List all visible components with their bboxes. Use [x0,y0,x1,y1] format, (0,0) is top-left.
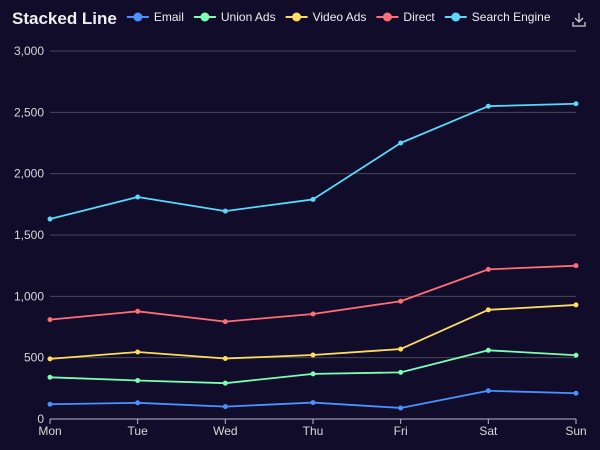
data-point-email[interactable] [573,390,579,396]
data-point-direct[interactable] [135,308,141,314]
data-point-email[interactable] [485,388,491,394]
chart-title: Stacked Line [12,9,117,28]
legend-item[interactable]: Union Ads [193,10,276,24]
legend-marker [133,12,143,22]
data-point-direct[interactable] [47,317,53,323]
y-tick-label: 2,500 [14,105,44,119]
legend: Email Union Ads Video Ads Direct Search Engi… [126,10,551,24]
x-tick-label: Tue [128,424,149,438]
y-axis: 0 500 1,000 1,500 2,000 2,500 3,000 [14,44,44,426]
data-point-search-engine[interactable] [135,194,141,200]
x-tick-label: Thu [303,424,324,438]
data-point-email[interactable] [135,400,141,406]
legend-label: Video Ads [313,10,367,24]
x-tick-label: Fri [394,424,408,438]
data-point-video-ads[interactable] [485,307,491,313]
series-line-email[interactable] [49,389,577,409]
data-point-video-ads[interactable] [398,346,404,352]
data-point-direct[interactable] [222,319,228,325]
data-point-union-ads[interactable] [222,380,228,386]
legend-label: Union Ads [221,10,276,24]
y-tick-label: 1,500 [14,228,44,242]
legend-marker [292,12,302,22]
legend-item[interactable]: Video Ads [285,10,367,24]
data-point-email[interactable] [398,405,404,411]
legend-label: Direct [403,10,435,24]
data-point-search-engine[interactable] [485,103,491,109]
data-point-video-ads[interactable] [47,356,53,362]
data-point-union-ads[interactable] [135,377,141,383]
data-point-union-ads[interactable] [310,371,316,377]
series-lines [47,101,579,411]
data-point-video-ads[interactable] [573,302,579,308]
y-tick-label: 3,000 [14,44,44,58]
data-point-search-engine[interactable] [398,140,404,146]
data-point-direct[interactable] [398,298,404,304]
x-tick-label: Wed [213,424,237,438]
data-point-direct[interactable] [310,311,316,317]
legend-marker [382,12,392,22]
x-tick-label: Sun [565,424,586,438]
y-tick-label: 2,000 [14,167,44,181]
legend-item[interactable]: Search Engine [444,10,551,24]
data-point-email[interactable] [310,400,316,406]
data-point-search-engine[interactable] [222,208,228,214]
x-axis: Mon Tue Wed Thu Fri Sat Sun [38,418,587,438]
data-point-search-engine[interactable] [310,196,316,202]
data-point-video-ads[interactable] [222,356,228,362]
download-icon[interactable] [569,9,589,29]
data-point-video-ads[interactable] [135,349,141,355]
data-point-email[interactable] [47,401,53,407]
grid-lines [50,50,576,359]
legend-item[interactable]: Direct [376,10,435,24]
data-point-union-ads[interactable] [47,374,53,380]
data-point-union-ads[interactable] [573,352,579,358]
data-point-direct[interactable] [573,263,579,269]
x-tick-label: Sat [479,424,498,438]
y-tick-label: 1,000 [14,289,44,303]
y-tick-label: 0 [37,412,44,426]
data-point-email[interactable] [222,404,228,410]
data-point-search-engine[interactable] [47,216,53,222]
data-point-union-ads[interactable] [485,347,491,353]
legend-label: Search Engine [472,10,551,24]
data-point-search-engine[interactable] [573,101,579,107]
legend-marker [451,12,461,22]
legend-marker [200,12,210,22]
data-point-video-ads[interactable] [310,352,316,358]
legend-item[interactable]: Email [126,10,184,24]
legend-label: Email [154,10,184,24]
y-tick-label: 500 [24,351,44,365]
data-point-direct[interactable] [485,266,491,272]
x-tick-label: Mon [38,424,61,438]
data-point-union-ads[interactable] [398,369,404,375]
